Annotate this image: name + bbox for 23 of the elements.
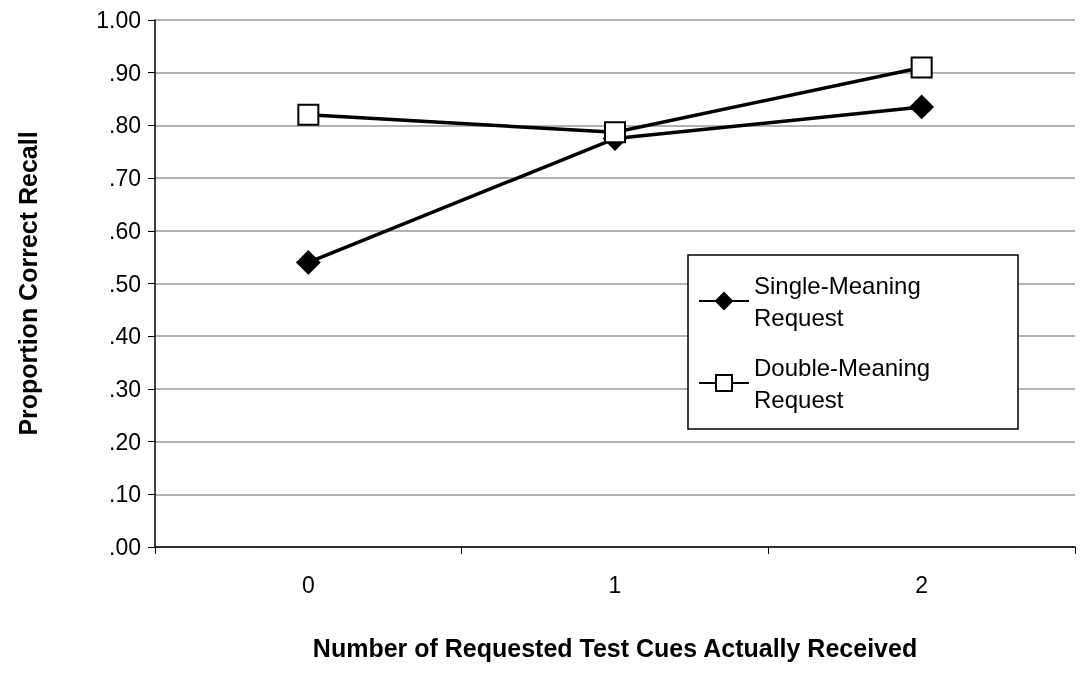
- y-tick-label: .40: [109, 323, 141, 350]
- y-tick-label: .20: [109, 428, 141, 455]
- x-tick-label: 2: [915, 571, 929, 598]
- y-tick-label: .00: [109, 534, 141, 560]
- point: [297, 103, 320, 126]
- y-tick-label: .30: [109, 375, 141, 402]
- y-tick-label: .80: [109, 112, 141, 139]
- y-tick-label: .10: [109, 481, 141, 508]
- y-tick-label: 1.00: [96, 7, 141, 33]
- x-tick-label: 0: [301, 571, 315, 598]
- x-tick-label: 1: [608, 571, 622, 598]
- y-tick-label: .50: [109, 270, 141, 297]
- point: [604, 121, 626, 144]
- point: [909, 94, 934, 119]
- y-tick-label: .70: [109, 165, 141, 192]
- y-tick-label: .90: [109, 59, 141, 86]
- y-axis-title: Proportion Correct Recall: [13, 131, 42, 436]
- x-axis-title: Number of Requested Test Cues Actually Received: [312, 633, 918, 662]
- legend-label: Double-Meaning Request: [754, 353, 937, 413]
- y-tick-label: .60: [109, 217, 141, 244]
- point: [296, 250, 321, 275]
- point: [910, 56, 933, 79]
- legend-label: Single-Meaning Request: [754, 271, 928, 331]
